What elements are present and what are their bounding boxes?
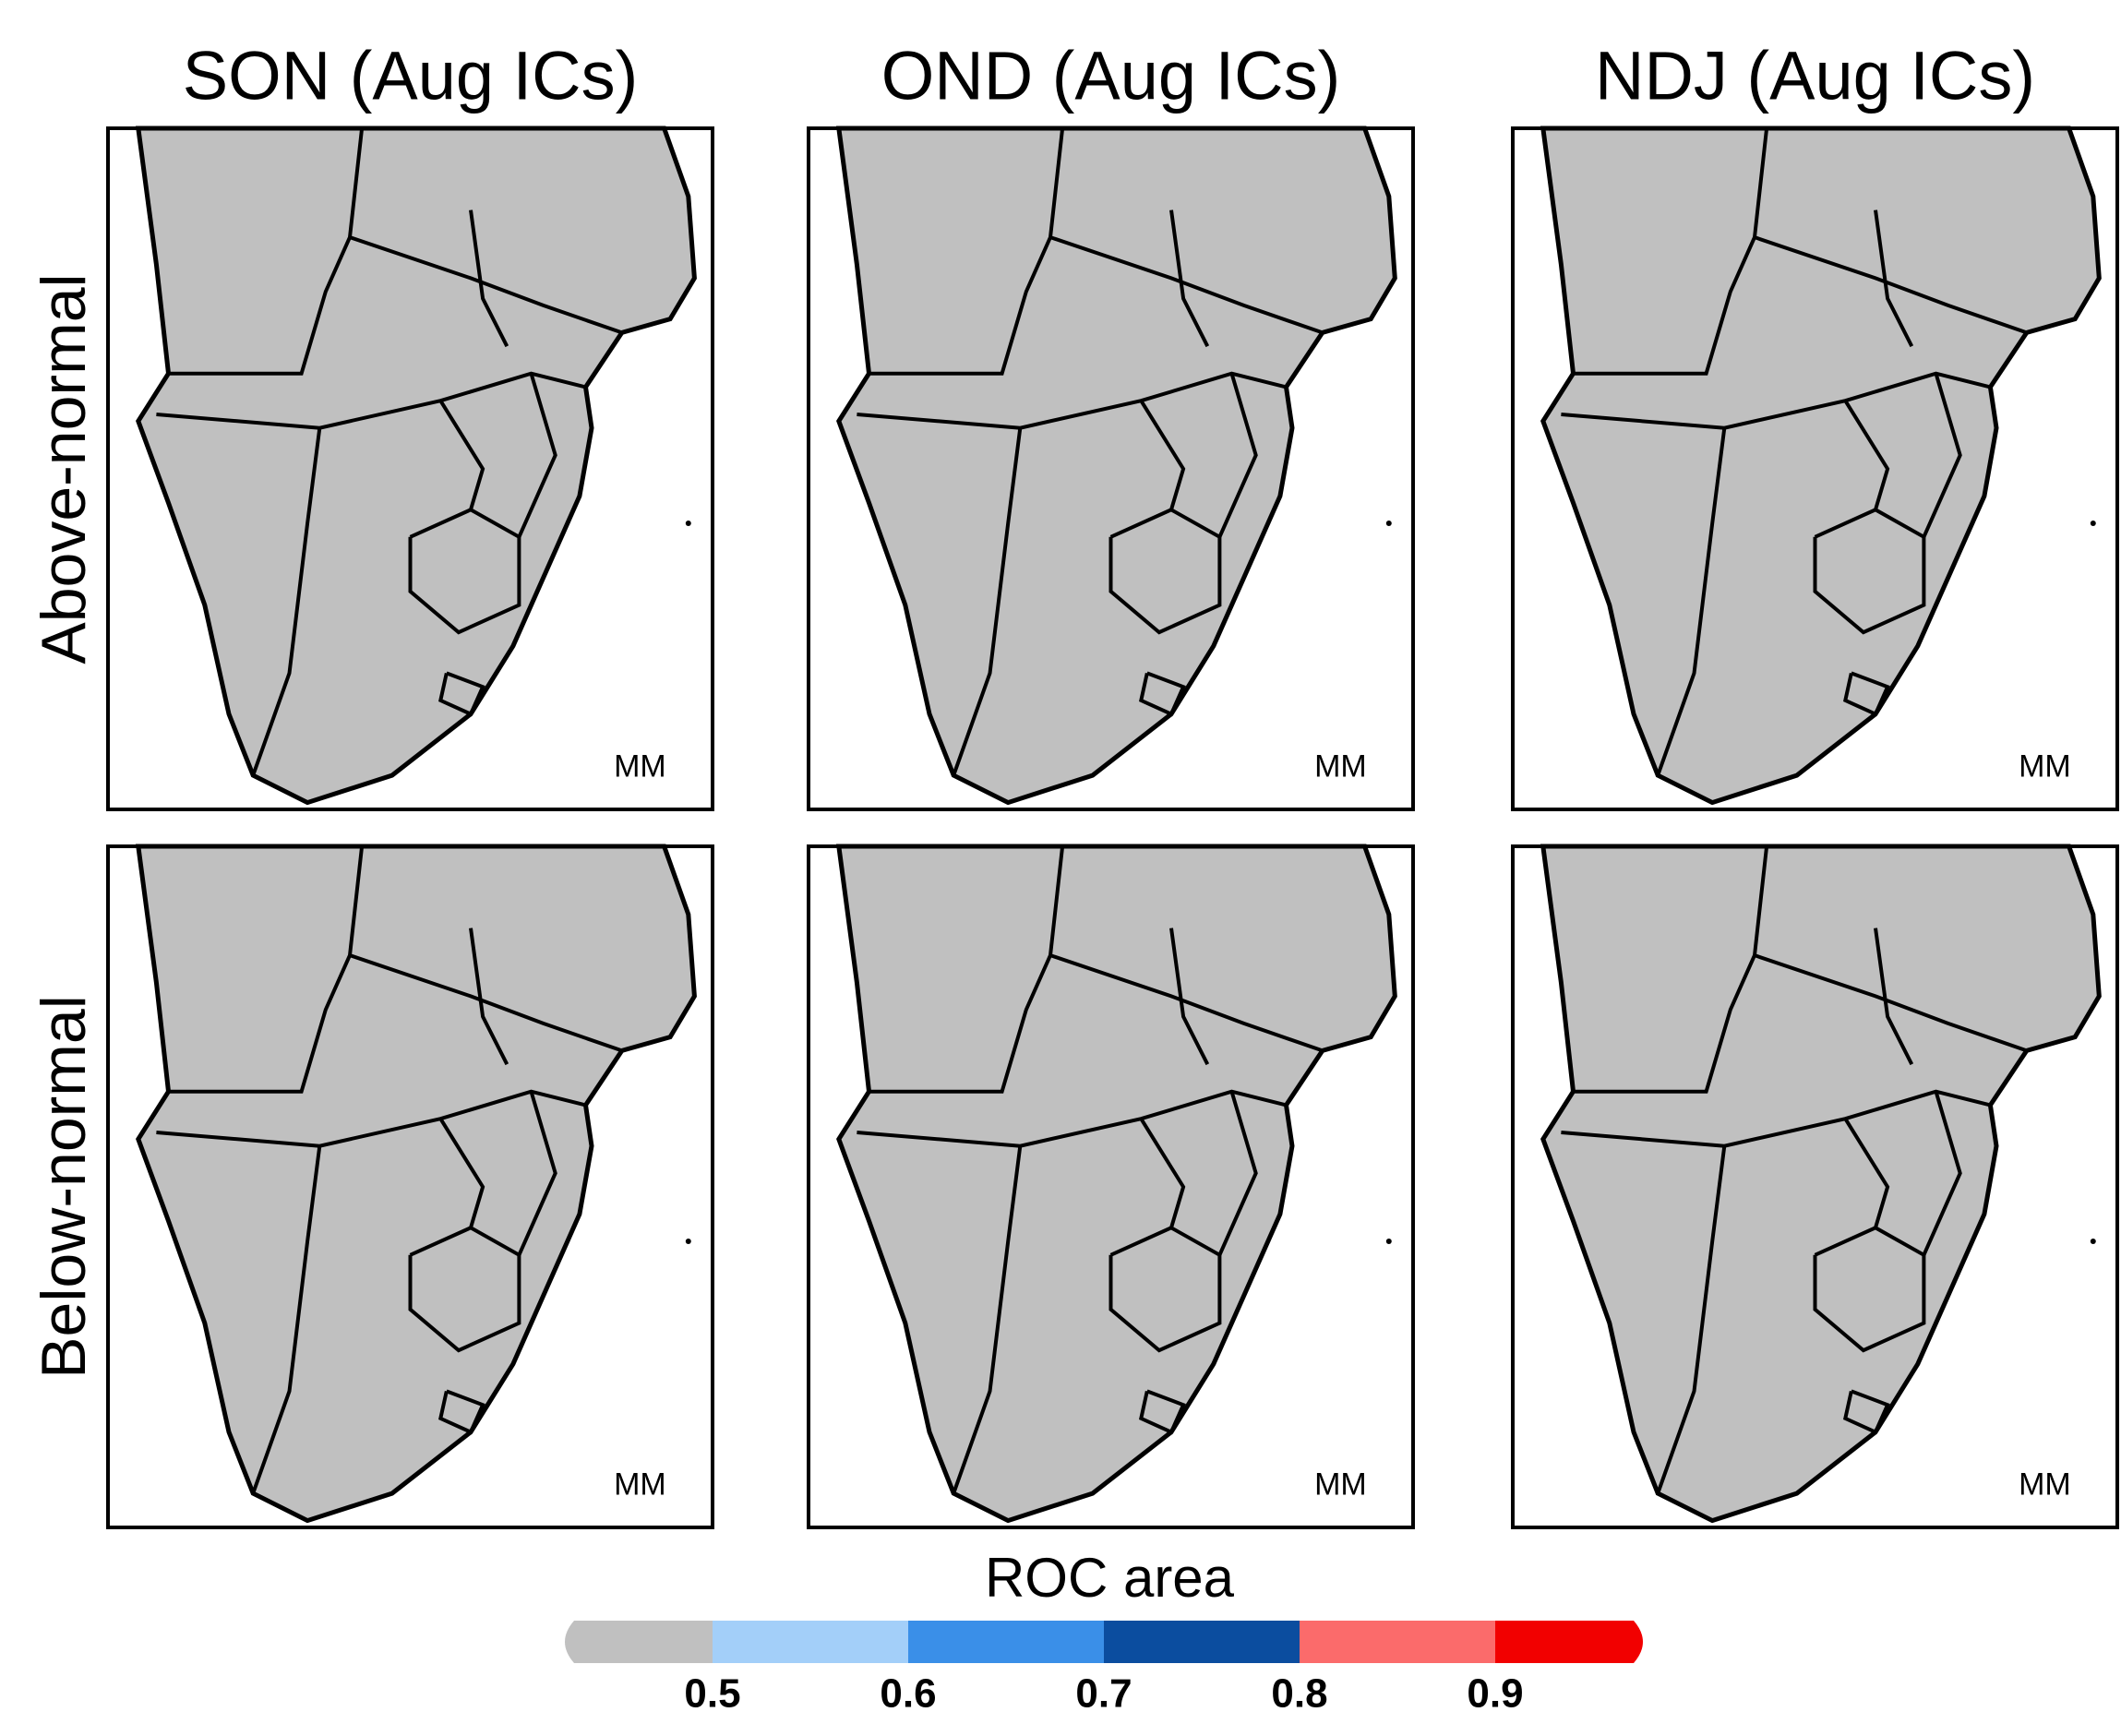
- row-label: Above-normal: [29, 273, 99, 664]
- model-label: MM: [1314, 749, 1367, 784]
- colorbar-extension: [1495, 1621, 1643, 1663]
- border: [349, 235, 623, 335]
- land: [835, 844, 1397, 1524]
- map-panel: MM: [807, 126, 1415, 811]
- border: [437, 671, 485, 717]
- border: [1874, 928, 1914, 1066]
- border: [251, 427, 322, 776]
- colorbar-segment: [1300, 1621, 1495, 1663]
- land: [135, 126, 697, 806]
- border: [251, 1145, 322, 1494]
- model-label: MM: [614, 1467, 666, 1503]
- border: [1217, 373, 1258, 538]
- border: [469, 928, 509, 1066]
- panels: SON (Aug ICs) MM MM OND (Aug ICs) MM MM NDJ (A…: [29, 38, 2119, 1529]
- border: [1138, 671, 1186, 717]
- row-label: Below-normal: [29, 995, 99, 1379]
- border: [1922, 373, 1962, 538]
- colorbar-tick-label: 0.6: [880, 1671, 936, 1717]
- border: [1217, 1091, 1258, 1256]
- border: [517, 373, 557, 538]
- border: [1842, 1389, 1890, 1435]
- land: [835, 126, 1397, 806]
- model-label: MM: [614, 749, 666, 784]
- colorbar-tick-label: 0.5: [684, 1671, 740, 1717]
- island-dot: [2090, 1239, 2096, 1245]
- border: [1049, 235, 1324, 335]
- island-dot: [2090, 521, 2096, 527]
- border: [517, 1091, 557, 1256]
- border: [1656, 1145, 1727, 1494]
- model-label: MM: [2019, 749, 2071, 784]
- colorbar-tick-label: 0.9: [1467, 1671, 1523, 1717]
- border: [1843, 400, 1890, 510]
- border: [1049, 953, 1324, 1053]
- colorbar-extension: [565, 1621, 713, 1663]
- border: [168, 127, 365, 376]
- border: [168, 845, 365, 1094]
- colorbar-tick-label: 0.7: [1075, 1671, 1132, 1717]
- column-title: SON (Aug ICs): [183, 38, 638, 114]
- map-panel: MM: [1511, 126, 2119, 811]
- border: [1656, 427, 1727, 776]
- colorbar-title: ROC area: [985, 1547, 1235, 1609]
- border: [1922, 1091, 1962, 1256]
- border: [1139, 400, 1186, 510]
- panel-frame: [106, 126, 714, 811]
- border: [869, 845, 1065, 1094]
- border: [438, 1118, 485, 1228]
- border: [1573, 845, 1769, 1094]
- border: [1754, 235, 2028, 335]
- border: [1843, 1118, 1890, 1228]
- border: [438, 400, 485, 510]
- border: [952, 427, 1023, 776]
- border: [349, 953, 623, 1053]
- island-dot: [685, 1239, 691, 1245]
- border: [1573, 127, 1769, 376]
- model-label: MM: [2019, 1467, 2071, 1503]
- map-panel: MM: [1511, 844, 2119, 1529]
- panel-frame: [1511, 126, 2119, 811]
- panel-frame: [1511, 844, 2119, 1529]
- column-title: NDJ (Aug ICs): [1595, 38, 2035, 114]
- border: [437, 1389, 485, 1435]
- island-dot: [1385, 521, 1392, 527]
- colorbar-segment: [908, 1621, 1104, 1663]
- map-panel: MM: [807, 844, 1415, 1529]
- column-title: OND (Aug ICs): [881, 38, 1341, 114]
- land: [135, 844, 697, 1524]
- land: [1540, 126, 2102, 806]
- border: [1139, 1118, 1186, 1228]
- border: [1874, 210, 1914, 348]
- panel-frame: [106, 844, 714, 1529]
- border: [952, 1145, 1023, 1494]
- land: [1540, 844, 2102, 1524]
- colorbar-segment: [713, 1621, 908, 1663]
- border: [1138, 1389, 1186, 1435]
- panel-frame: [807, 844, 1415, 1529]
- map-panel: MM: [106, 126, 714, 811]
- border: [1169, 928, 1210, 1066]
- border: [469, 210, 509, 348]
- island-dot: [685, 521, 691, 527]
- model-label: MM: [1314, 1467, 1367, 1503]
- panel-frame: [807, 126, 1415, 811]
- border: [1754, 953, 2028, 1053]
- border: [1169, 210, 1210, 348]
- border: [1842, 671, 1890, 717]
- colorbar: ROC area 0.5 0.6 0.7 0.8 0.9: [565, 1547, 1643, 1717]
- island-dot: [1385, 1239, 1392, 1245]
- colorbar-tick-label: 0.8: [1271, 1671, 1327, 1717]
- map-panel: MM: [106, 844, 714, 1529]
- colorbar-segment: [1104, 1621, 1300, 1663]
- border: [869, 127, 1065, 376]
